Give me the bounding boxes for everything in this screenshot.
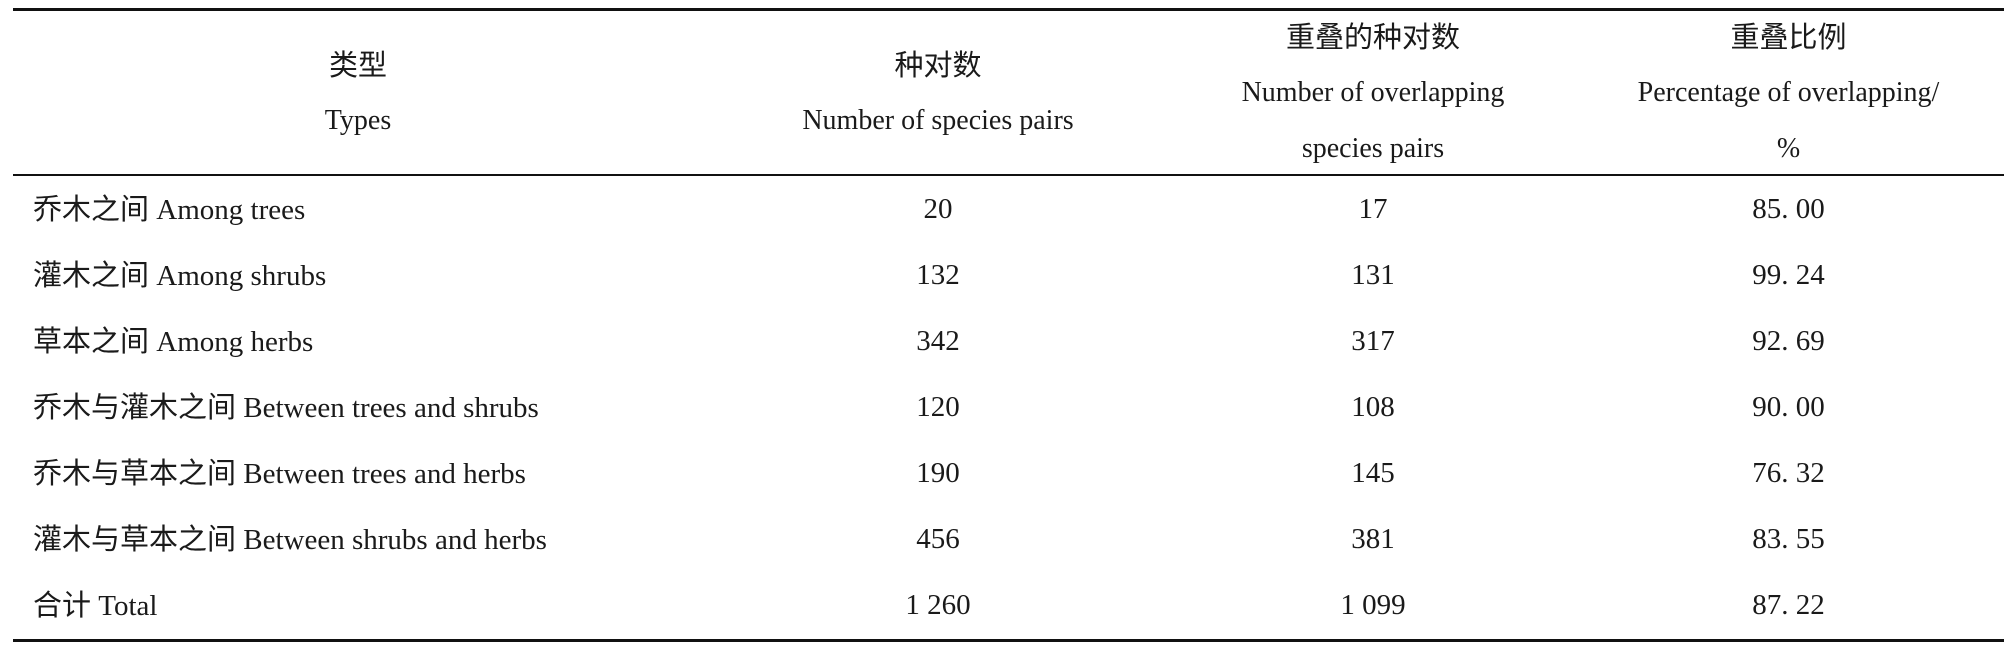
header-percentage-cn: 重叠比例 — [1730, 19, 1847, 54]
row-type-en: Among herbs — [156, 326, 314, 358]
row-type-cn: 乔木与灌木之间 — [33, 390, 237, 424]
table-row: 灌木与草本之间 Between shrubs and herbs 456 381… — [13, 506, 2004, 572]
row-percentage: 87. 22 — [1752, 589, 1825, 621]
header-species-pairs: 种对数 Number of species pairs — [703, 11, 1173, 174]
row-type-cn: 草本之间 — [33, 324, 150, 358]
row-type-cn: 灌木与草本之间 — [33, 522, 237, 556]
row-type-en: Total — [98, 590, 158, 622]
table-row: 草本之间 Among herbs 342 317 92. 69 — [13, 308, 2004, 374]
row-overlapping-pairs: 1 099 — [1340, 589, 1406, 621]
header-overlapping-pairs-en-2: species pairs — [1301, 132, 1445, 164]
row-overlapping-pairs: 145 — [1351, 457, 1395, 489]
row-type: 灌木与草本之间 Between shrubs and herbs — [33, 506, 703, 572]
row-type-cn: 灌木之间 — [33, 258, 150, 292]
row-percentage: 76. 32 — [1752, 457, 1825, 489]
row-percentage: 85. 00 — [1752, 193, 1825, 225]
row-type: 乔木与灌木之间 Between trees and shrubs — [33, 374, 703, 440]
table-row: 乔木与灌木之间 Between trees and shrubs 120 108… — [13, 374, 2004, 440]
row-percentage: 83. 55 — [1752, 523, 1825, 555]
row-overlapping-pairs: 317 — [1351, 325, 1395, 357]
table-header-rule — [13, 174, 2004, 176]
row-overlapping-pairs: 131 — [1351, 259, 1395, 291]
row-species-pairs: 342 — [916, 325, 960, 357]
row-species-pairs: 456 — [916, 523, 960, 555]
row-overlapping-pairs: 17 — [1358, 193, 1388, 225]
header-percentage-en-1: Percentage of overlapping/ — [1637, 76, 1940, 108]
row-overlapping-pairs: 108 — [1351, 391, 1395, 423]
header-species-pairs-en: Number of species pairs — [802, 104, 1074, 136]
row-species-pairs: 1 260 — [905, 589, 971, 621]
row-type: 草本之间 Among herbs — [33, 308, 703, 374]
header-overlapping-pairs: 重叠的种对数 Number of overlapping species pai… — [1173, 11, 1573, 174]
header-overlapping-pairs-cn: 重叠的种对数 — [1285, 19, 1460, 54]
row-type-cn: 合计 — [33, 588, 92, 622]
table-row: 乔木之间 Among trees 20 17 85. 00 — [13, 176, 2004, 242]
table-row: 乔木与草本之间 Between trees and herbs 190 145 … — [13, 440, 2004, 506]
row-percentage: 90. 00 — [1752, 391, 1825, 423]
row-type-cn: 乔木之间 — [33, 192, 150, 226]
header-overlapping-pairs-en-1: Number of overlapping — [1241, 76, 1505, 108]
row-type: 乔木之间 Among trees — [33, 176, 703, 242]
table-row-total: 合计 Total 1 260 1 099 87. 22 — [13, 572, 2004, 638]
table-row: 灌木之间 Among shrubs 132 131 99. 24 — [13, 242, 2004, 308]
row-type: 乔木与草本之间 Between trees and herbs — [33, 440, 703, 506]
row-species-pairs: 20 — [923, 193, 953, 225]
row-type: 合计 Total — [33, 572, 703, 638]
row-species-pairs: 132 — [916, 259, 960, 291]
row-type-en: Between trees and herbs — [243, 458, 526, 490]
row-type-en: Between trees and shrubs — [243, 392, 539, 424]
row-species-pairs: 120 — [916, 391, 960, 423]
row-overlapping-pairs: 381 — [1351, 523, 1395, 555]
row-percentage: 99. 24 — [1752, 259, 1825, 291]
header-percentage: 重叠比例 Percentage of overlapping/ % — [1573, 11, 2004, 174]
row-percentage: 92. 69 — [1752, 325, 1825, 357]
header-types-en: Types — [324, 104, 392, 136]
row-type-en: Between shrubs and herbs — [243, 524, 547, 556]
header-types: 类型 Types — [13, 11, 703, 174]
header-types-cn: 类型 — [328, 47, 387, 82]
header-percentage-en-2: % — [1776, 132, 1801, 164]
row-type: 灌木之间 Among shrubs — [33, 242, 703, 308]
row-type-cn: 乔木与草本之间 — [33, 456, 237, 490]
table-bottom-rule — [13, 639, 2004, 642]
header-species-pairs-cn: 种对数 — [894, 47, 982, 82]
row-species-pairs: 190 — [916, 457, 960, 489]
row-type-en: Among trees — [156, 194, 306, 226]
table-top-rule — [13, 8, 2004, 11]
row-type-en: Among shrubs — [156, 260, 327, 292]
